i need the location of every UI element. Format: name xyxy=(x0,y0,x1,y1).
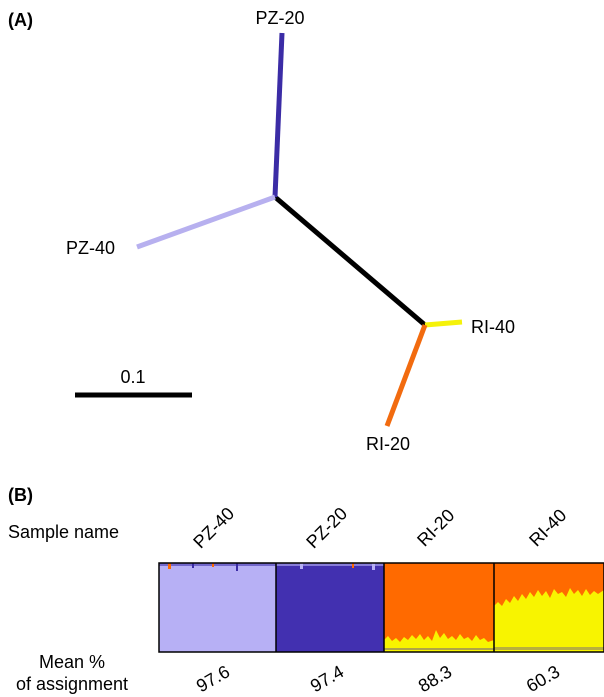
population-name: PZ-40 xyxy=(189,503,238,552)
tip-label-pz-20: PZ-20 xyxy=(255,8,304,28)
population-block-pz-40 xyxy=(159,563,276,652)
population-name: RI-40 xyxy=(525,505,570,550)
row-label-sample-name: Sample name xyxy=(8,522,119,542)
scale-bar-label: 0.1 xyxy=(120,367,145,387)
minor-assignment-fleck xyxy=(372,563,375,570)
internal-branch xyxy=(273,195,427,327)
tip-label-ri-40: RI-40 xyxy=(471,317,515,337)
branch-pz-20 xyxy=(272,32,285,198)
minor-assignment-strip xyxy=(276,563,384,566)
minor-assignment-strip xyxy=(159,563,276,566)
minor-assignment-fleck xyxy=(300,563,303,569)
population-name: PZ-20 xyxy=(302,503,351,552)
branch-ri-20 xyxy=(384,324,428,427)
yellow-assignment-ri-40 xyxy=(494,588,604,652)
population-name: RI-20 xyxy=(413,505,458,550)
mean-assignment-value: 88.3 xyxy=(415,661,455,696)
minor-assignment-fleck xyxy=(168,563,171,569)
structure-plot xyxy=(158,562,604,653)
minor-assignment-strip xyxy=(384,648,494,650)
minor-assignment-fleck xyxy=(236,563,238,571)
mean-assignment-value: 97.4 xyxy=(307,661,347,696)
yellow-assignment-ri-20 xyxy=(384,630,494,652)
scale-bar: 0.1 xyxy=(75,367,192,398)
tip-label-ri-20: RI-20 xyxy=(366,434,410,454)
row-label-mean-line2: of assignment xyxy=(16,674,128,694)
minor-assignment-strip xyxy=(494,647,604,650)
row-label-mean-line1: Mean % xyxy=(39,652,105,672)
branch-pz-40 xyxy=(136,194,276,250)
mean-assignment-value: 97.6 xyxy=(193,661,233,696)
minor-assignment-fleck xyxy=(192,563,194,568)
minor-assignment-fleck xyxy=(352,563,354,568)
panel-a-label: (A) xyxy=(8,10,33,30)
structure-plot-border xyxy=(158,562,604,653)
panel-b-label: (B) xyxy=(8,485,33,505)
mean-assignment-value: 60.3 xyxy=(523,661,563,696)
tip-label-pz-40: PZ-40 xyxy=(66,238,115,258)
tree xyxy=(136,32,463,427)
branch-ri-40 xyxy=(424,319,463,328)
minor-assignment-fleck xyxy=(212,563,214,567)
population-block-pz-20 xyxy=(276,563,384,652)
